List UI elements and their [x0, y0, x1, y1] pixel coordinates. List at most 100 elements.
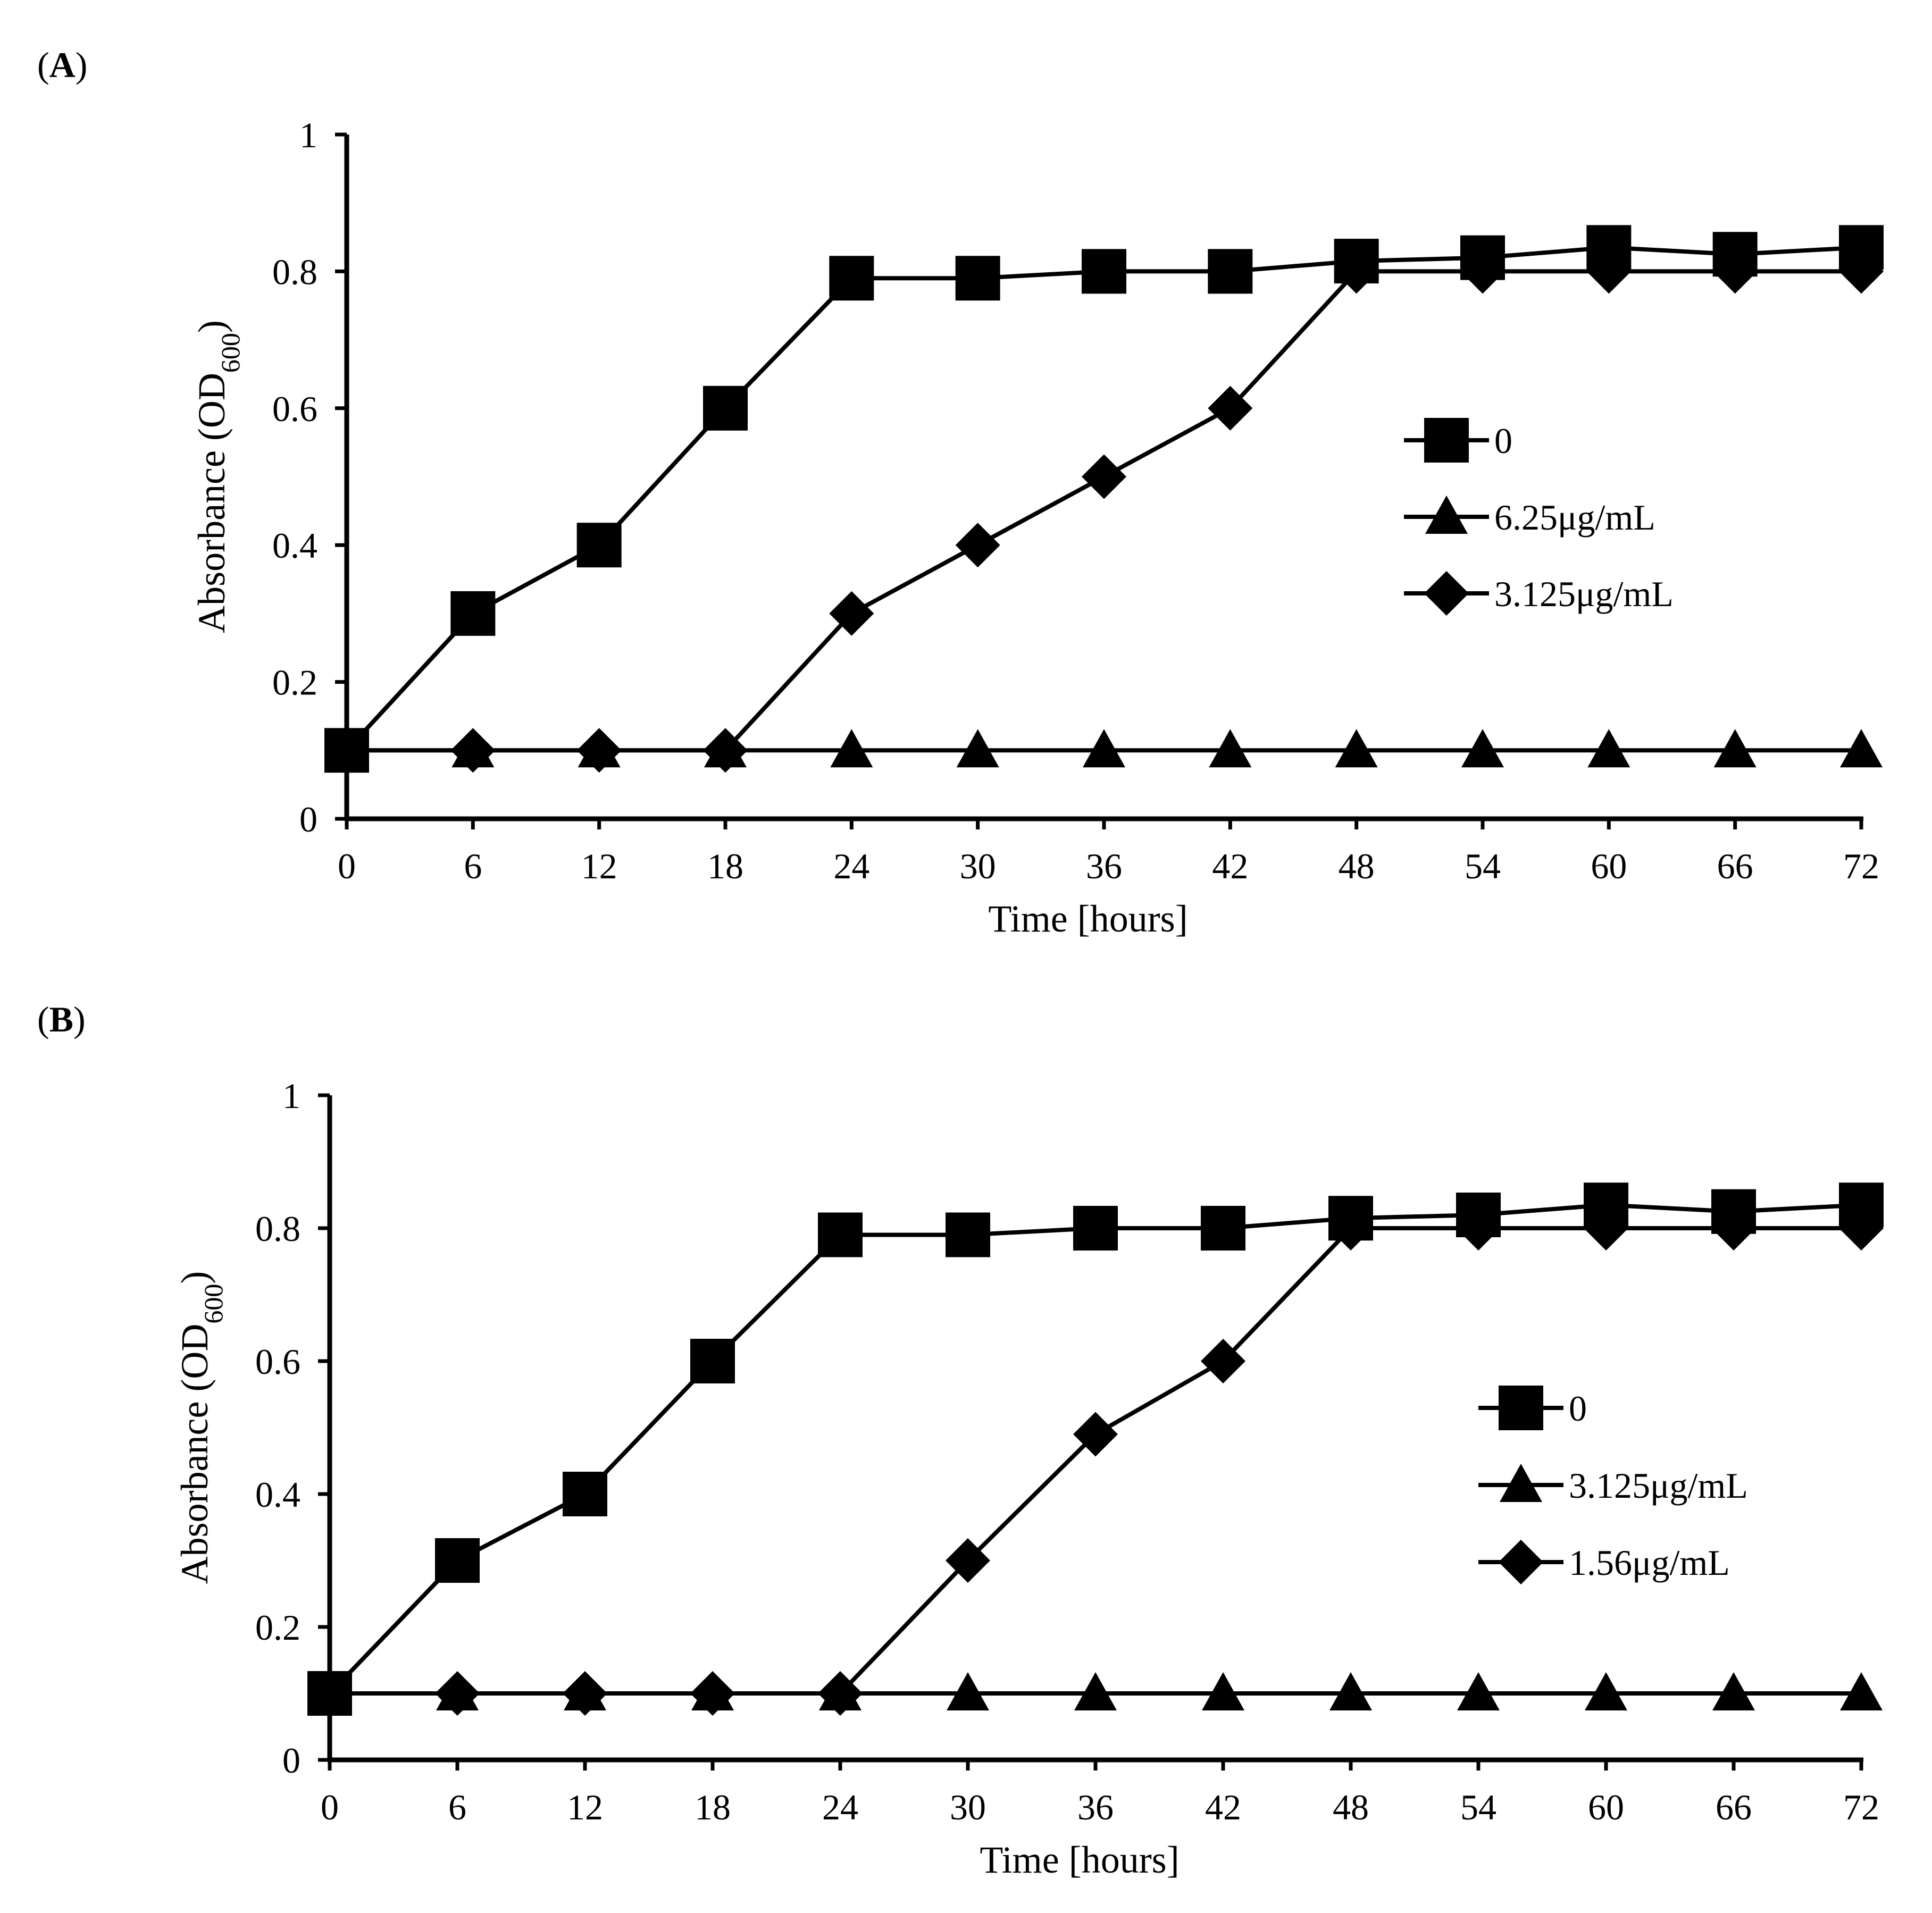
data-point: [1457, 1672, 1500, 1710]
data-point: [1073, 1412, 1118, 1457]
data-point: [450, 591, 496, 636]
x-axis-title: Time [hours]: [980, 1839, 1179, 1881]
data-point: [576, 523, 622, 568]
data-point: [818, 1212, 863, 1257]
data-point: [450, 728, 496, 773]
legend-marker: [1499, 1540, 1543, 1584]
x-tick-label: 24: [822, 1787, 858, 1827]
data-point: [1334, 239, 1379, 284]
data-point: [1839, 1182, 1884, 1228]
legend-label: 3.125μg/mL: [1494, 574, 1674, 614]
data-point: [1586, 225, 1632, 270]
data-point: [1460, 235, 1505, 280]
y-tick-label: 0.4: [272, 525, 317, 566]
data-point: [690, 1671, 735, 1716]
data-point: [435, 1671, 480, 1716]
data-point: [956, 729, 999, 768]
x-tick-label: 36: [1086, 846, 1122, 886]
data-point: [307, 1671, 352, 1716]
y-tick-label: 0: [299, 799, 317, 840]
data-point: [1082, 454, 1126, 499]
data-point: [435, 1538, 480, 1583]
y-axis-title: Absorbance (OD600): [173, 1271, 228, 1584]
y-tick-label: 0.4: [255, 1474, 300, 1515]
x-tick-label: 72: [1843, 846, 1879, 886]
panel-label: (A): [37, 45, 87, 85]
data-point: [818, 1671, 863, 1716]
data-point: [1335, 729, 1378, 768]
data-point: [703, 728, 748, 773]
x-tick-label: 6: [464, 846, 482, 886]
x-tick-label: 60: [1591, 846, 1627, 886]
x-tick-label: 0: [321, 1787, 339, 1827]
x-tick-label: 66: [1717, 846, 1753, 886]
x-tick-label: 54: [1460, 1787, 1496, 1827]
data-point: [1711, 1189, 1756, 1234]
y-tick-label: 0.8: [255, 1209, 300, 1249]
data-point: [1840, 729, 1883, 768]
y-tick-label: 0: [282, 1740, 300, 1781]
data-point: [1073, 1206, 1118, 1251]
data-point: [1328, 1196, 1373, 1241]
y-tick-label: 0.2: [255, 1607, 300, 1648]
legend-label: 1.56μg/mL: [1569, 1542, 1730, 1583]
data-point: [1082, 249, 1126, 294]
x-tick-label: 48: [1339, 846, 1375, 886]
data-point: [946, 1212, 990, 1257]
data-point: [1585, 1672, 1627, 1710]
legend-marker: [1424, 571, 1469, 616]
y-tick-label: 0.6: [255, 1341, 300, 1382]
y-tick-label: 0.6: [272, 389, 317, 429]
x-tick-label: 30: [960, 846, 996, 886]
data-point: [690, 1339, 735, 1383]
data-point: [1712, 1672, 1755, 1710]
x-tick-label: 36: [1077, 1787, 1114, 1827]
data-point: [1461, 729, 1504, 768]
x-tick-label: 54: [1465, 846, 1501, 886]
data-point: [1201, 1206, 1245, 1251]
x-tick-label: 42: [1205, 1787, 1241, 1827]
data-point: [1208, 385, 1253, 431]
x-tick-label: 30: [950, 1787, 986, 1827]
legend: 0 6.25μg/mL 3.125μg/mL: [1404, 418, 1674, 616]
legend-marker: [1499, 1386, 1543, 1430]
data-point: [946, 1538, 990, 1583]
x-tick-label: 6: [448, 1787, 466, 1827]
x-tick-label: 12: [581, 846, 617, 886]
x-tick-label: 66: [1716, 1787, 1752, 1827]
data-point: [955, 523, 1000, 568]
x-tick-label: 60: [1588, 1787, 1624, 1827]
data-point: [1201, 1339, 1245, 1383]
legend-label: 0: [1494, 421, 1512, 461]
legend-label: 6.25μg/mL: [1494, 497, 1655, 538]
data-point: [830, 729, 873, 768]
data-point: [1840, 1672, 1883, 1710]
data-point: [1584, 1182, 1628, 1228]
data-point: [829, 591, 874, 636]
chart-panel-b: (B) 0 0.2 0.4 0.6 0.8 1 0 6 12 18 24 30 36 42 48 54 60 66 7…: [37, 999, 1884, 1881]
y-axis-title: Absorbance (OD600): [190, 320, 245, 633]
y-tick-label: 0.8: [272, 251, 317, 292]
legend-label: 3.125μg/mL: [1569, 1465, 1748, 1506]
legend-marker: [1500, 1464, 1542, 1502]
data-point: [1456, 1193, 1501, 1237]
series-square: [307, 1182, 1884, 1716]
data-point: [947, 1672, 989, 1710]
data-point: [563, 1472, 607, 1516]
data-point: [1209, 729, 1252, 768]
x-tick-label: 12: [567, 1787, 603, 1827]
data-point: [1587, 729, 1630, 768]
chart-panel-a: (A) 0 0.2 0.4 0.6 0.8 1 0 6 12 18 24 30 36 42 48 54 60 66 7…: [37, 45, 1884, 940]
x-tick-label: 0: [338, 846, 356, 886]
y-tick-label: 1: [282, 1076, 300, 1116]
series-square: [324, 225, 1884, 773]
data-point: [1083, 729, 1125, 768]
data-point: [324, 728, 369, 773]
legend-marker: [1424, 418, 1469, 463]
panel-label: (B): [37, 999, 86, 1039]
x-tick-label: 42: [1212, 846, 1248, 886]
data-point: [1208, 249, 1253, 294]
x-tick-label: 48: [1333, 1787, 1369, 1827]
data-point: [1713, 729, 1757, 768]
